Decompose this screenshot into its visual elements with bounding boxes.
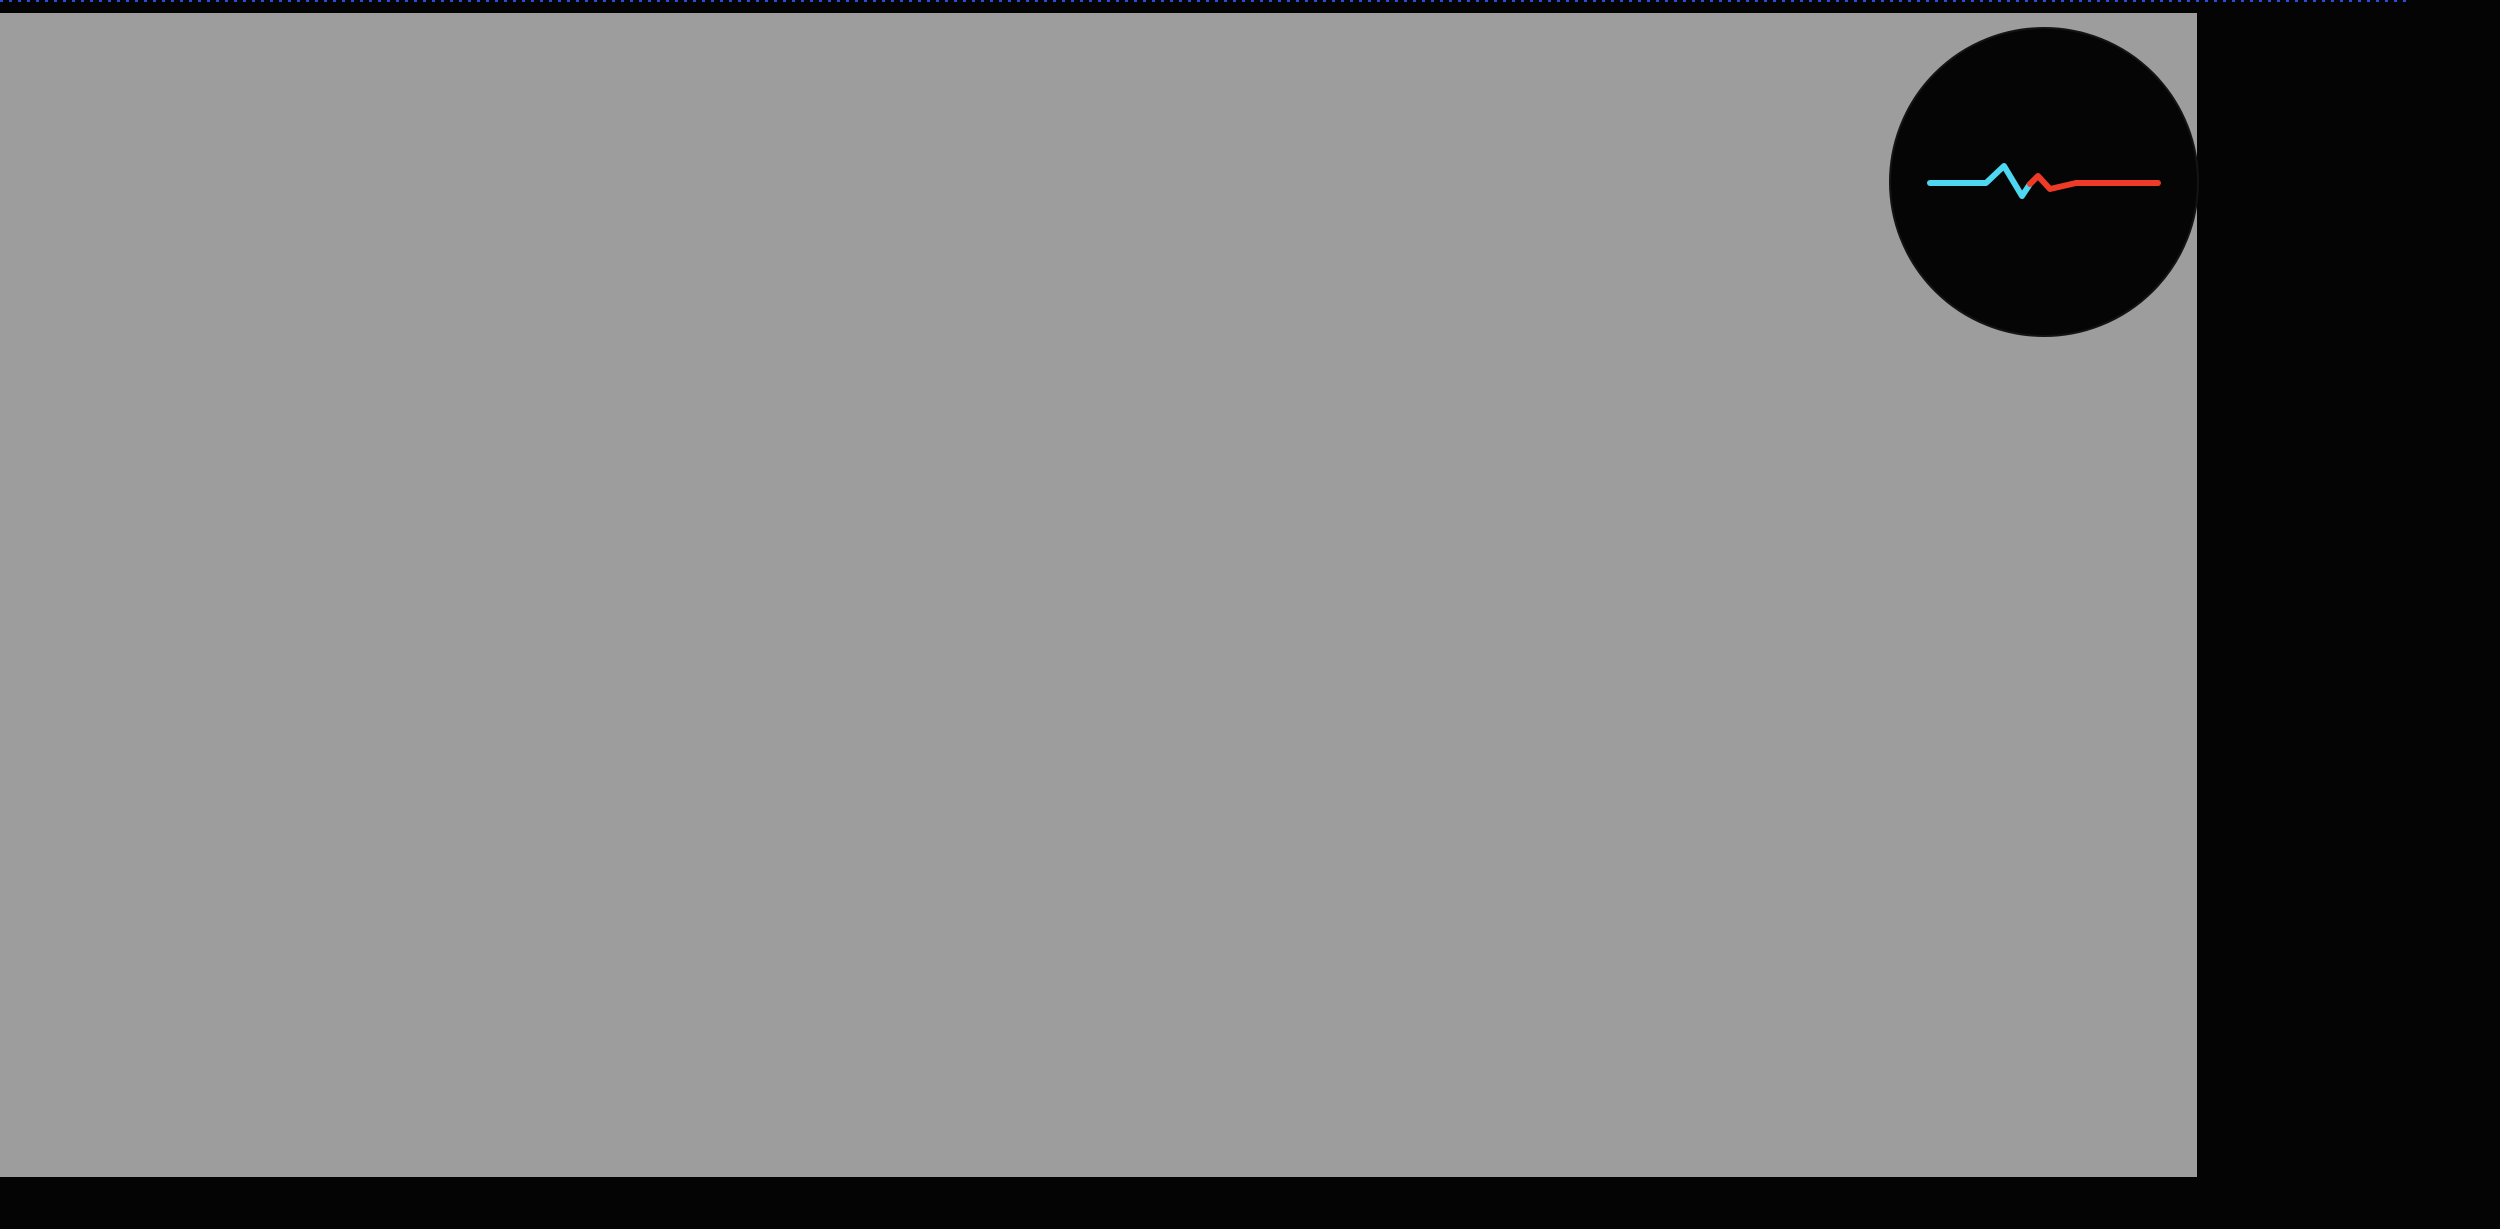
chart-canvas (0, 13, 2197, 1177)
current-price-badge (2404, 0, 2486, 7)
chart-area[interactable] (0, 13, 2197, 1177)
heartbeat-icon (1927, 163, 2161, 199)
current-price-line (0, 0, 2406, 2)
time-axis[interactable] (0, 1177, 2500, 1229)
lql-logo (1889, 27, 2199, 337)
price-axis[interactable] (2200, 0, 2500, 1229)
